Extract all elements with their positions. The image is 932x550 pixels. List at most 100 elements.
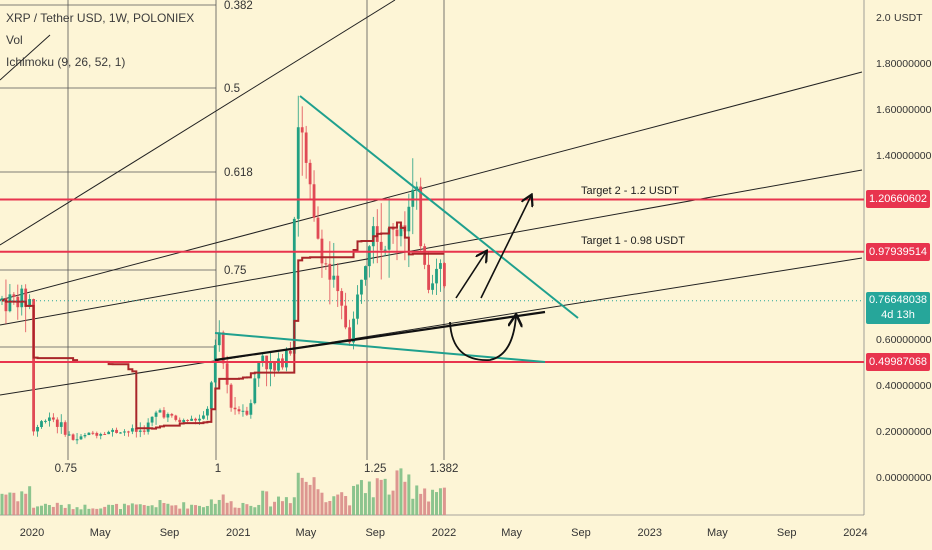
volume-bar bbox=[182, 502, 186, 515]
volume-bar bbox=[47, 505, 51, 515]
price-tick-label: 0.20000000 bbox=[876, 426, 932, 438]
volume-bar bbox=[170, 505, 174, 515]
volume-bar bbox=[126, 505, 130, 515]
candle-body bbox=[186, 419, 190, 421]
volume-bar bbox=[75, 507, 79, 515]
volume-bar bbox=[122, 503, 126, 515]
volume-bar bbox=[241, 502, 245, 515]
volume-bar bbox=[427, 501, 431, 515]
candle-body bbox=[95, 433, 99, 436]
volume-bar bbox=[213, 503, 217, 515]
fib-time-label: 1.382 bbox=[430, 463, 459, 475]
candle-body bbox=[269, 362, 272, 370]
candle-body bbox=[202, 415, 205, 419]
candle-body bbox=[360, 279, 363, 295]
price-tick-label: 0.00000000 bbox=[876, 472, 932, 484]
target-annotations: Target 2 - 1.2 USDT Target 1 - 0.98 USDT bbox=[581, 185, 685, 247]
candle-body bbox=[423, 246, 427, 265]
volume-bar bbox=[36, 506, 40, 515]
candle-body bbox=[209, 382, 213, 409]
volume-bar bbox=[115, 503, 119, 515]
volume-bar bbox=[257, 504, 261, 515]
bar-countdown: 4d 13h bbox=[881, 308, 915, 321]
candle-body bbox=[241, 410, 245, 412]
target-annotation: Target 1 - 0.98 USDT bbox=[581, 235, 685, 247]
time-tick-label: Sep bbox=[777, 527, 797, 539]
candle-body bbox=[138, 430, 142, 432]
volume-bar bbox=[198, 505, 201, 515]
candle-body bbox=[364, 266, 367, 280]
volume-bar bbox=[273, 501, 277, 515]
volume-bar bbox=[95, 508, 99, 515]
candle-body bbox=[36, 426, 39, 432]
candle-body bbox=[352, 318, 355, 343]
candle-body bbox=[44, 420, 47, 422]
fib-time-label: 1 bbox=[215, 463, 221, 475]
candle-body bbox=[221, 332, 225, 364]
candle-body bbox=[79, 436, 83, 440]
candle-body bbox=[328, 263, 332, 280]
symbol-title: XRP / Tether USD, 1W, POLONIEX bbox=[6, 11, 195, 25]
candle-body bbox=[103, 433, 107, 435]
volume-legend: Vol bbox=[6, 33, 23, 47]
candle-body bbox=[257, 361, 261, 379]
candle-body bbox=[273, 362, 276, 371]
candle-body bbox=[285, 350, 288, 368]
candle-body bbox=[4, 298, 8, 312]
volume-bar bbox=[387, 494, 391, 515]
candle-body bbox=[63, 422, 67, 435]
volume-bar bbox=[320, 492, 324, 515]
ichimoku-legend: Ichimoku (9, 26, 52, 1) bbox=[6, 55, 126, 69]
volume-bar bbox=[407, 474, 411, 515]
volume-bar bbox=[367, 481, 371, 515]
candle-body bbox=[154, 412, 158, 417]
volume-bar bbox=[340, 492, 344, 515]
target-annotation: Target 2 - 1.2 USDT bbox=[581, 185, 679, 197]
volume-bar bbox=[24, 493, 28, 515]
candle-body bbox=[59, 422, 63, 427]
price-tick-label: 2.0 bbox=[876, 12, 891, 24]
volume-bar bbox=[194, 505, 198, 515]
volume-bar bbox=[138, 504, 142, 515]
volume-bar bbox=[312, 477, 316, 515]
volume-bar bbox=[442, 487, 446, 515]
candle-body bbox=[237, 409, 241, 412]
volume-bar bbox=[174, 505, 178, 515]
fib-time-label: 1.25 bbox=[364, 463, 386, 475]
volume-bar bbox=[99, 508, 103, 515]
price-axis: 2.0 1.80000000 1.60000000 1.40000000 0.60000… bbox=[876, 12, 932, 484]
candle-body bbox=[348, 327, 351, 343]
volume-bar bbox=[237, 507, 241, 515]
candle-body bbox=[12, 294, 16, 297]
candle-body bbox=[55, 419, 59, 427]
fib-level-label: 0.75 bbox=[224, 265, 246, 277]
fib-level-label: 0.382 bbox=[224, 0, 253, 12]
volume-bar bbox=[332, 496, 336, 515]
candle-body bbox=[198, 418, 201, 421]
candle-body bbox=[99, 433, 103, 436]
fib-level-label: 0.618 bbox=[224, 167, 253, 179]
volume-bar bbox=[134, 504, 138, 515]
candle-body bbox=[111, 429, 114, 432]
volume-bar bbox=[423, 488, 427, 515]
volume-bar bbox=[375, 478, 379, 515]
volume-bar bbox=[146, 505, 150, 515]
volume-bar bbox=[288, 503, 292, 515]
volume-bar bbox=[158, 500, 162, 515]
current-price-tag: 0.76648038 4d 13h bbox=[866, 291, 930, 324]
volume-bar bbox=[63, 507, 67, 515]
candle-body bbox=[182, 419, 186, 423]
candle-body bbox=[134, 428, 138, 432]
volume-bar bbox=[296, 472, 300, 515]
volume-bar bbox=[87, 508, 91, 515]
volume-bar bbox=[166, 503, 170, 515]
candle-body bbox=[142, 430, 146, 432]
volume-bar bbox=[284, 497, 288, 515]
volume-bar bbox=[79, 509, 83, 515]
volume-bar bbox=[154, 507, 158, 515]
volume-bar bbox=[395, 470, 399, 515]
price-tick-label: 1.80000000 bbox=[876, 58, 932, 70]
volume-bar bbox=[107, 504, 111, 515]
